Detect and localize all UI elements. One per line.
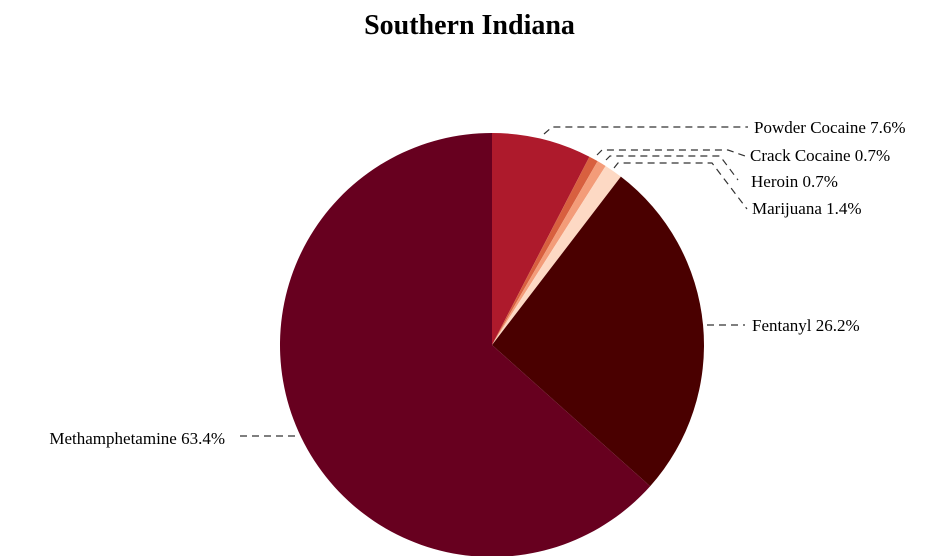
slice-label-crack-cocaine: Crack Cocaine 0.7% <box>750 146 890 165</box>
pie-slice-powder-cocaine <box>492 133 590 345</box>
pie-slice-heroin <box>492 161 606 345</box>
leader-line-powder-cocaine <box>543 126 748 135</box>
chart-title: Southern Indiana <box>364 10 575 41</box>
pie-slice-fentanyl <box>492 176 704 487</box>
pie-slices <box>280 133 704 556</box>
leader-line-marijuana <box>613 162 748 210</box>
slice-label-fentanyl: Fentanyl 26.2% <box>752 316 860 335</box>
pie-slice-crack-cocaine <box>492 156 598 345</box>
slice-label-heroin: Heroin 0.7% <box>751 172 838 191</box>
slice-label-powder-cocaine: Powder Cocaine 7.6% <box>754 118 906 137</box>
slice-label-methamphetamine: Methamphetamine 63.4% <box>49 429 225 448</box>
leader-line-heroin <box>605 155 739 181</box>
pie-slice-marijuana <box>492 166 621 345</box>
slice-label-marijuana: Marijuana 1.4% <box>752 199 862 218</box>
leader-lines <box>240 126 748 437</box>
pie-slice-methamphetamine <box>280 133 651 556</box>
slice-labels: Powder Cocaine 7.6% Crack Cocaine 0.7% Her… <box>49 118 905 448</box>
leader-line-crack-cocaine <box>596 149 746 157</box>
